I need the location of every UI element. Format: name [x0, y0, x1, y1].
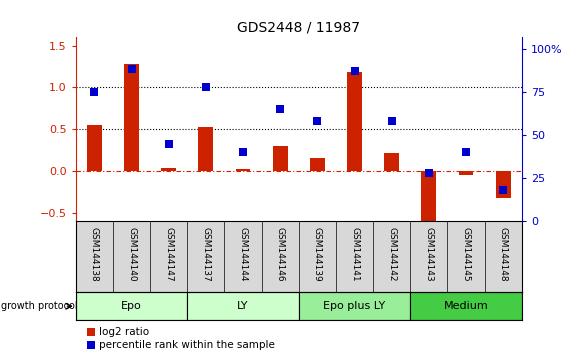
Point: [350, 68, 359, 74]
Bar: [124, 64, 139, 171]
Text: GSM144142: GSM144142: [387, 227, 396, 281]
Bar: [76, 292, 187, 320]
Text: GSM144148: GSM144148: [498, 227, 508, 281]
Text: LY: LY: [237, 301, 249, 311]
Text: Medium: Medium: [444, 301, 489, 311]
Point: [238, 149, 248, 155]
Text: GSM144141: GSM144141: [350, 227, 359, 281]
Bar: [384, 153, 399, 171]
Text: Epo: Epo: [121, 301, 142, 311]
Text: GSM144139: GSM144139: [313, 227, 322, 282]
Point: [461, 149, 470, 155]
Bar: [459, 171, 473, 175]
Bar: [310, 158, 325, 171]
Point: [276, 106, 285, 112]
Bar: [161, 168, 176, 171]
Text: GSM144137: GSM144137: [201, 227, 210, 282]
Text: GSM144140: GSM144140: [127, 227, 136, 281]
Title: GDS2448 / 11987: GDS2448 / 11987: [237, 21, 360, 35]
Point: [424, 170, 434, 176]
Point: [127, 67, 136, 72]
Text: Epo plus LY: Epo plus LY: [324, 301, 386, 311]
Bar: [410, 292, 522, 320]
Point: [201, 84, 210, 90]
Legend: log2 ratio, percentile rank within the sample: log2 ratio, percentile rank within the s…: [87, 327, 275, 350]
Point: [498, 187, 508, 193]
Text: growth protocol: growth protocol: [1, 301, 78, 311]
Point: [387, 118, 396, 124]
Point: [164, 141, 173, 147]
Text: GSM144146: GSM144146: [276, 227, 285, 281]
Point: [312, 118, 322, 124]
Bar: [298, 292, 410, 320]
Bar: [496, 171, 511, 198]
Text: GSM144147: GSM144147: [164, 227, 173, 281]
Bar: [87, 125, 102, 171]
Text: GSM144138: GSM144138: [90, 227, 99, 282]
Bar: [236, 169, 251, 171]
Bar: [422, 171, 436, 223]
Bar: [273, 146, 287, 171]
Text: GSM144144: GSM144144: [238, 227, 248, 281]
Text: GSM144145: GSM144145: [462, 227, 470, 281]
Point: [90, 89, 99, 95]
Bar: [187, 292, 298, 320]
Text: GSM144143: GSM144143: [424, 227, 433, 281]
Bar: [347, 72, 362, 171]
Bar: [198, 127, 213, 171]
